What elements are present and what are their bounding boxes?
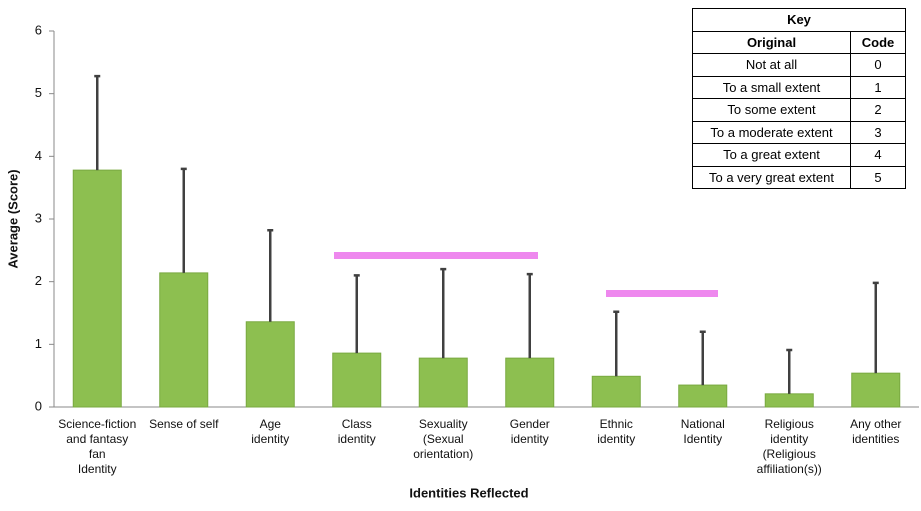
- y-axis-title: Average (Score): [5, 169, 20, 268]
- error-bar: [267, 229, 274, 322]
- significance-bracket: [606, 290, 718, 297]
- bar: [72, 169, 122, 408]
- x-tick-label: (Sexual: [423, 432, 464, 446]
- x-tick-label: identities: [852, 432, 899, 446]
- x-tick-label: identity: [251, 432, 289, 446]
- key-cell: 1: [850, 75, 906, 99]
- key-cell: 3: [850, 120, 906, 144]
- x-tick-label: Sense of self: [149, 417, 219, 431]
- bar: [851, 372, 901, 408]
- x-tick-label: identity: [511, 432, 549, 446]
- key-cell: To a moderate extent: [692, 120, 851, 144]
- x-axis-title: Identities Reflected: [409, 485, 528, 500]
- error-bar: [786, 348, 793, 394]
- key-row: To a small extent 1: [692, 75, 906, 99]
- y-tick-label: 2: [35, 273, 42, 288]
- bar: [505, 357, 555, 408]
- y-tick-label: 0: [35, 398, 42, 413]
- y-tick-label: 3: [35, 210, 42, 225]
- x-tick-label: Identity: [78, 462, 117, 476]
- y-tick-label: 5: [35, 85, 42, 100]
- x-tick-label: affiliation(s)): [757, 462, 822, 476]
- error-bar: [699, 330, 706, 386]
- error-bar: [353, 274, 360, 354]
- bar: [245, 321, 295, 408]
- bar: [764, 393, 814, 408]
- bar: [678, 384, 728, 408]
- key-cell: 5: [850, 165, 906, 189]
- x-tick-label: Religious: [765, 417, 814, 431]
- x-tick-label: identity: [597, 432, 635, 446]
- key-cell: To a very great extent: [692, 165, 851, 189]
- x-tick-label: identity: [338, 432, 376, 446]
- x-tick-label: Sexuality: [419, 417, 468, 431]
- bar: [159, 272, 209, 408]
- x-tick-label: Science-fiction: [58, 417, 136, 431]
- key-cell: To a great extent: [692, 143, 851, 167]
- bar: [418, 357, 468, 408]
- x-tick-label: Gender: [510, 417, 550, 431]
- x-tick-label: (Religious: [763, 447, 816, 461]
- y-tick-label: 1: [35, 336, 42, 351]
- x-tick-label: National: [681, 417, 725, 431]
- x-tick-label: Age: [260, 417, 282, 431]
- significance-bracket: [334, 252, 538, 259]
- key-row: To a great extent 4: [692, 143, 906, 167]
- key-row: To a moderate extent 3: [692, 120, 906, 144]
- x-tick-label: identity: [770, 432, 808, 446]
- key-cell: To a small extent: [692, 75, 851, 99]
- bar: [591, 375, 641, 408]
- key-header: Original: [692, 30, 851, 54]
- x-tick-label: orientation): [413, 447, 473, 461]
- x-tick-label: Ethnic: [600, 417, 633, 431]
- error-bar: [440, 267, 447, 359]
- x-tick-label: Any other: [850, 417, 901, 431]
- x-tick-label: fan: [89, 447, 106, 461]
- x-tick-label: Identity: [683, 432, 722, 446]
- y-tick-label: 4: [35, 148, 42, 163]
- key-row: Not at all 0: [692, 53, 906, 77]
- key-cell: 2: [850, 98, 906, 122]
- bar: [332, 352, 382, 408]
- y-tick-label: 6: [35, 22, 42, 37]
- error-bar: [180, 167, 187, 273]
- key-header: Code: [850, 30, 906, 54]
- key-table: Key Original Code Not at all 0 To a small e…: [692, 8, 906, 189]
- key-cell: 0: [850, 53, 906, 77]
- error-bar: [613, 310, 620, 377]
- key-row: To some extent 2: [692, 98, 906, 122]
- x-tick-label: and fantasy: [66, 432, 128, 446]
- key-cell: To some extent: [692, 98, 851, 122]
- error-bar: [94, 74, 101, 171]
- error-bar: [526, 272, 533, 359]
- error-bar: [872, 281, 879, 374]
- key-title: Key: [692, 8, 906, 32]
- key-row: To a very great extent 5: [692, 165, 906, 189]
- key-cell: 4: [850, 143, 906, 167]
- key-cell: Not at all: [692, 53, 851, 77]
- x-tick-label: Class: [342, 417, 372, 431]
